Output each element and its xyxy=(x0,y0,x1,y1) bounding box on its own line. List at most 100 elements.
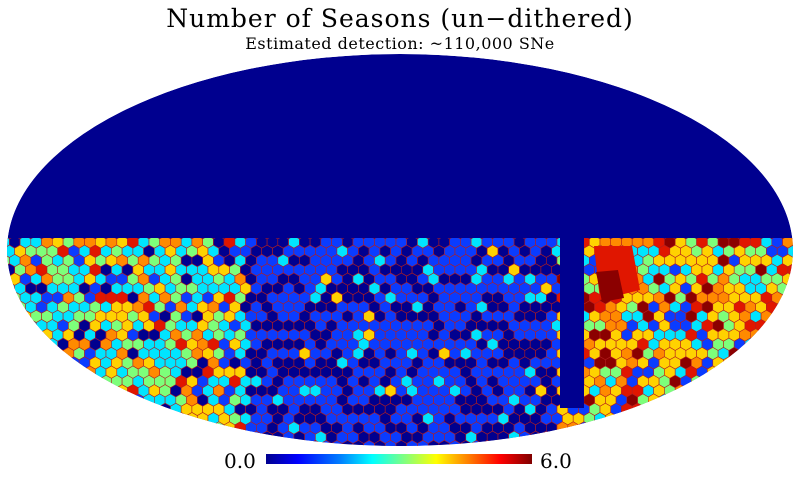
survey-field-hex xyxy=(7,440,10,446)
survey-field-hex xyxy=(631,402,644,416)
survey-field-hex xyxy=(105,384,118,398)
survey-field-hex xyxy=(62,402,75,416)
survey-field-hex xyxy=(298,440,311,446)
survey-field-hex xyxy=(766,319,778,333)
survey-field-hex xyxy=(84,384,96,398)
survey-field-hex xyxy=(57,430,69,444)
survey-field-hex xyxy=(41,402,53,416)
survey-field-hex xyxy=(701,374,714,389)
survey-field-hex xyxy=(202,440,214,446)
survey-field-hex xyxy=(631,421,644,435)
survey-field-hex xyxy=(760,440,773,446)
survey-field-hex xyxy=(792,238,793,249)
survey-field-hex xyxy=(572,430,585,444)
survey-field-hex xyxy=(68,412,80,426)
survey-field-hex xyxy=(707,440,719,446)
survey-field-hex xyxy=(89,374,101,389)
survey-field-hex xyxy=(680,412,692,426)
survey-field-hex xyxy=(14,319,26,333)
survey-field-hex xyxy=(739,347,751,361)
survey-field-hex xyxy=(792,365,793,379)
survey-field-hex xyxy=(680,393,692,407)
map-subtitle: Estimated detection: ~110,000 SNe xyxy=(245,34,555,53)
survey-field-hex xyxy=(755,393,767,407)
survey-field-hex xyxy=(685,384,697,398)
survey-field-hex xyxy=(755,374,767,389)
survey-field-hex xyxy=(717,365,730,379)
survey-field-hex xyxy=(776,412,789,426)
survey-field-hex xyxy=(89,430,101,444)
survey-field-hex xyxy=(213,440,225,446)
survey-field-hex xyxy=(51,440,64,446)
survey-field-hex xyxy=(293,430,306,444)
survey-field-hex xyxy=(615,412,628,426)
survey-field-hex xyxy=(723,374,735,389)
survey-field-hex xyxy=(100,393,112,407)
survey-field-hex xyxy=(739,402,751,416)
survey-field-hex xyxy=(637,412,649,426)
survey-field-hex xyxy=(717,421,730,435)
survey-field-hex xyxy=(626,430,638,444)
colorbar-max-label: 6.0 xyxy=(540,449,572,473)
survey-field-hex xyxy=(792,421,793,435)
survey-field-hex xyxy=(41,347,53,361)
survey-field-hex xyxy=(30,365,42,379)
survey-field-hex xyxy=(14,356,26,370)
survey-field-hex xyxy=(127,402,139,416)
survey-field-hex xyxy=(605,412,617,426)
survey-field-hex xyxy=(621,421,633,435)
survey-field-hex xyxy=(503,440,515,446)
survey-field-hex xyxy=(749,440,762,446)
survey-field-hex xyxy=(105,440,118,446)
survey-field-hex xyxy=(14,412,26,426)
survey-field-hex xyxy=(615,430,628,444)
survey-field-hex xyxy=(73,402,85,416)
survey-field-hex xyxy=(46,393,59,407)
survey-field-hex xyxy=(116,384,128,398)
survey-field-hex xyxy=(551,430,563,444)
survey-field-hex xyxy=(529,430,542,444)
survey-field-hex xyxy=(68,374,80,389)
survey-field-hex xyxy=(68,393,80,407)
survey-field-hex xyxy=(653,440,665,446)
survey-field-hex xyxy=(95,384,107,398)
survey-field-hex xyxy=(143,393,155,407)
survey-field-hex xyxy=(707,402,719,416)
survey-field-hex xyxy=(132,412,144,426)
survey-field-hex xyxy=(105,402,118,416)
survey-field-hex xyxy=(62,440,75,446)
survey-field-hex xyxy=(7,365,10,379)
survey-field-hex xyxy=(341,440,354,446)
survey-field-hex xyxy=(685,440,697,446)
survey-field-hex xyxy=(470,440,483,446)
survey-field-hex xyxy=(30,384,42,398)
survey-field-hex xyxy=(95,440,107,446)
survey-field-hex xyxy=(771,402,783,416)
survey-field-hex xyxy=(35,430,48,444)
survey-field-hex xyxy=(728,402,740,416)
survey-field-hex xyxy=(207,430,220,444)
survey-field-hex xyxy=(170,402,182,416)
survey-field-hex xyxy=(191,421,203,435)
survey-field-hex xyxy=(669,412,681,426)
survey-field-hex xyxy=(288,440,300,446)
survey-field-hex xyxy=(690,393,703,407)
survey-field-hex xyxy=(776,319,789,333)
survey-field-hex xyxy=(460,440,472,446)
survey-field-hex xyxy=(78,374,91,389)
survey-field-hex xyxy=(782,421,793,435)
survey-field-hex xyxy=(417,440,429,446)
survey-field-hex xyxy=(19,347,32,361)
survey-field-hex xyxy=(728,347,740,361)
survey-field-hex xyxy=(95,402,107,416)
survey-field-hex xyxy=(25,374,37,389)
survey-field-hex xyxy=(782,328,793,342)
survey-field-hex xyxy=(14,430,26,444)
survey-field-hex xyxy=(717,440,730,446)
survey-field-hex xyxy=(776,374,789,389)
survey-field-hex xyxy=(57,374,69,389)
survey-field-hex xyxy=(331,440,343,446)
survey-field-hex xyxy=(707,421,719,435)
survey-field-hex xyxy=(787,374,793,389)
survey-field-hex xyxy=(669,430,681,444)
